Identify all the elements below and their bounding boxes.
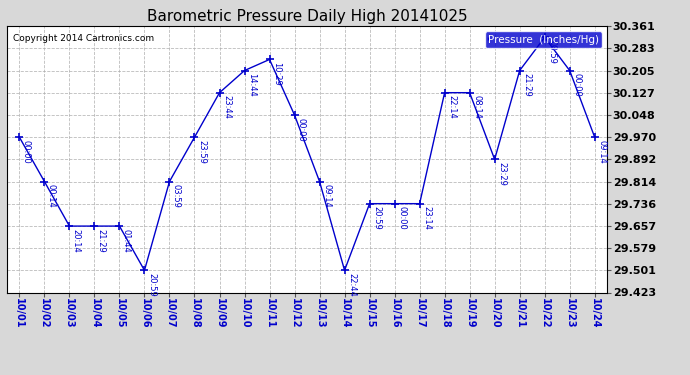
Text: 21:29: 21:29 (522, 73, 531, 97)
Text: 09:14: 09:14 (597, 140, 606, 164)
Text: 01:44: 01:44 (122, 229, 131, 253)
Text: 00:00: 00:00 (397, 206, 406, 230)
Text: 08:14: 08:14 (472, 96, 481, 119)
Text: 09:14: 09:14 (322, 184, 331, 208)
Text: 00:00: 00:00 (22, 140, 31, 164)
Text: 10:29: 10:29 (272, 62, 281, 86)
Text: 23:59: 23:59 (197, 140, 206, 164)
Text: 00:00: 00:00 (297, 118, 306, 142)
Text: 22:44: 22:44 (347, 273, 356, 297)
Text: 00:00: 00:00 (572, 73, 581, 97)
Text: 20:14: 20:14 (72, 229, 81, 253)
Text: Copyright 2014 Cartronics.com: Copyright 2014 Cartronics.com (13, 34, 154, 43)
Text: 21:29: 21:29 (97, 229, 106, 253)
Text: 14:44: 14:44 (247, 73, 256, 97)
Text: 23:44: 23:44 (222, 96, 231, 119)
Title: Barometric Pressure Daily High 20141025: Barometric Pressure Daily High 20141025 (147, 9, 467, 24)
Text: 00:14: 00:14 (47, 184, 56, 208)
Text: 20:59: 20:59 (147, 273, 156, 297)
Text: 22:14: 22:14 (447, 96, 456, 119)
Text: 03:59: 03:59 (172, 184, 181, 208)
Legend: Pressure  (Inches/Hg): Pressure (Inches/Hg) (485, 32, 602, 48)
Text: 08:59: 08:59 (547, 40, 556, 64)
Text: 20:59: 20:59 (372, 206, 381, 230)
Text: 23:29: 23:29 (497, 162, 506, 186)
Text: 23:14: 23:14 (422, 206, 431, 230)
